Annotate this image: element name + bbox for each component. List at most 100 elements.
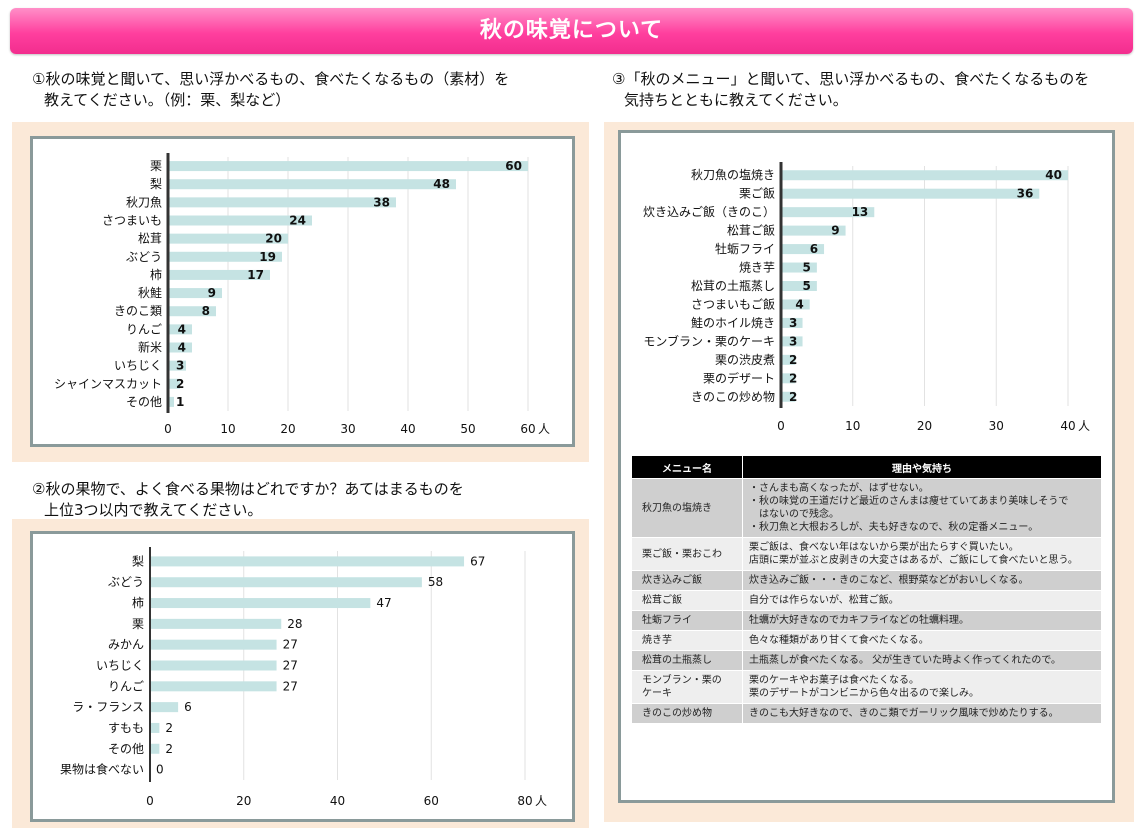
chart-2-tick-label: 60 [424,794,439,808]
table-cell-menu: 松茸の土瓶蒸し [631,650,743,671]
table-cell-reason: 栗ご飯は、食べない年はないから栗が出たらすぐ買いたい。 店頭に栗が並ぶと皮剥きの大… [742,537,1102,571]
chart-3-category-label: 炊き込みご飯（きのこ） [643,204,775,219]
chart-2-value-label: 67 [470,554,485,568]
chart-3-tick-label: 30 [989,419,1004,433]
table-header-reason: 理由や気持ち [742,455,1102,479]
chart-3-category-label: 焼き芋 [739,261,775,275]
chart-3-bar [781,281,817,291]
chart-2-category-label: 果物は食べない [60,762,144,777]
chart-3-bar [781,299,810,310]
chart-3-bar [781,225,846,236]
chart-3-bar [781,188,1040,199]
chart-1-value-label: 4 [178,322,186,336]
table-cell-menu: 栗ご飯・栗おこわ [631,537,743,571]
chart-3-category-label: 松茸の土瓶蒸し [691,279,775,293]
reason-line: 栗のデザートがコンビニから色々出るので楽しみ。 [749,688,979,699]
chart-3-bar [781,373,796,384]
chart-1-value-label: 2 [176,377,184,391]
chart-3-category-label: きのこの炒め物 [691,390,775,404]
chart-1-category-label: シャインマスカット [54,377,162,391]
table-cell-menu: 松茸ご飯 [631,590,743,611]
question-3-line2: 気持ちとともに教えてください。 [624,91,848,109]
chart-3-category-label: さつまいもご飯 [691,296,775,311]
chart-3-tick-label: 0 [777,419,785,433]
menu-name-line: モンブラン・栗の [642,675,722,686]
chart-2-bar [150,702,179,713]
chart-2-tick-label: 40 [330,794,345,808]
chart-1-tick-label: 30 [340,422,355,436]
chart-1-category-label: 秋刀魚 [126,195,162,209]
chart-3-value-label: 4 [795,297,803,311]
question-1: ①秋の味覚と聞いて、思い浮かべるもの、食べたくなるもの（素材）を 教えてください… [32,69,509,111]
chart-2-bar [150,660,277,671]
chart-1-tick-label: 40 [400,422,415,436]
chart-2-category-label: ラ・フランス [72,700,144,714]
chart-2-value-label: 2 [165,721,173,735]
chart-3-category-label: 松茸ご飯 [727,223,775,238]
chart-2-value-label: 47 [376,596,391,610]
table-cell-menu: 秋刀魚の塩焼き [631,478,743,538]
chart-1-value-label: 17 [247,268,264,282]
chart-2-category-label: りんご [108,678,144,693]
chart-1-bar [168,396,174,407]
question-2-line2: 上位3つ以内で教えてください。 [44,501,263,519]
table-row: 牡蛎フライ 牡蠣が大好きなのでカキフライなどの牡蠣料理。 [631,610,1102,631]
chart-1-category-label: きのこ類 [114,304,162,318]
chart-3-tick-label: 20 [917,419,932,433]
question-2-line1: ②秋の果物で、よく食べる果物はどれですか？あてはまるものを [32,480,464,498]
chart-1-category-label: 秋鮭 [138,285,162,300]
menu-name-line: きのこの炒め物 [642,708,712,719]
chart-3-value-label: 3 [789,316,797,330]
table-row: 栗ご飯・栗おこわ 栗ご飯は、食べない年はないから栗が出たらすぐ買いたい。 店頭に栗が… [631,537,1102,571]
chart-1-bar [168,161,528,172]
chart-2-category-label: 栗 [132,617,144,631]
chart-1-value-label: 1 [176,395,184,409]
chart-1-category-label: 梨 [150,177,162,191]
chart-1-value-label: 48 [433,177,450,191]
chart-3-value-label: 5 [803,279,811,293]
question-1-line2: 教えてください。（例：栗、梨など） [44,91,291,109]
chart-1-tick-label: 0 [164,422,172,436]
chart-2-value-label: 27 [283,659,298,673]
question-3-line1: ③「秋のメニュー」と聞いて、思い浮かべるもの、食べたくなるものを [612,70,1090,88]
reason-line: ・秋の味覚の王道だけど最近のさんまは痩せていてあまり美味しそうで [749,496,1069,507]
table-row: モンブラン・栗の ケーキ 栗のケーキやお菓子は食べたくなる。 栗のデザートがコンビニか… [631,670,1102,704]
chart-3-unit-label: 人 [1078,419,1090,433]
question-2: ②秋の果物で、よく食べる果物はどれですか？あてはまるものを 上位3つ以内で教えて… [32,479,464,521]
table-cell-menu: モンブラン・栗の ケーキ [631,670,743,704]
chart-2-value-label: 0 [156,763,164,777]
reason-line: 炊き込みご飯・・・きのこなど、根野菜などがおいしくなる。 [749,575,1029,586]
chart-1-category-label: ぶどう [126,250,162,264]
chart-2-bar [150,556,465,567]
chart-1-category-label: 柿 [150,267,162,282]
chart-1-bar [168,378,180,389]
chart-1-category-label: 松茸 [138,232,162,246]
chart-1-bar [168,360,186,371]
reason-line: 栗ご飯は、食べない年はないから栗が出たらすぐ買いたい。 [749,542,1019,553]
chart-1-bar [168,251,282,262]
chart-3-tick-label: 40 [1060,419,1075,433]
chart-3-bar [781,207,875,218]
question-1-line1: ①秋の味覚と聞いて、思い浮かべるもの、食べたくなるもの（素材）を [32,70,510,88]
menu-name-line: 松茸ご飯 [642,595,682,606]
menu-reasons-table: メニュー名 理由や気持ち 秋刀魚の塩焼き ・さんまも高くなったが、はずせない。 ・秋… [631,455,1102,724]
table-cell-reason: 栗のケーキやお菓子は食べたくなる。 栗のデザートがコンビニから色々出るので楽しみ。 [742,670,1102,704]
menu-name-line: ケーキ [642,688,672,699]
chart-2-bar [150,743,160,754]
table-cell-reason: 自分では作らないが、松茸ご飯。 [742,590,1102,611]
menu-name-line: 秋刀魚の塩焼き [642,502,712,514]
chart-2-value-label: 28 [287,617,302,631]
chart-2-category-label: いちじく [96,659,144,673]
chart-1-category-label: その他 [126,395,162,409]
chart-3-category-label: 牡蛎フライ [715,241,775,256]
chart-1-value-label: 60 [505,159,522,173]
reason-line: はないので残念。 [749,509,839,520]
table-row: 焼き芋 色々な種類があり甘くて食べたくなる。 [631,630,1102,651]
chart-1-bar [168,306,216,317]
chart-2-tick-label: 0 [146,794,154,808]
chart-3-value-label: 36 [1017,187,1034,201]
chart-3-category-label: 栗ご飯 [739,186,775,201]
table-cell-menu: 焼き芋 [631,630,743,651]
